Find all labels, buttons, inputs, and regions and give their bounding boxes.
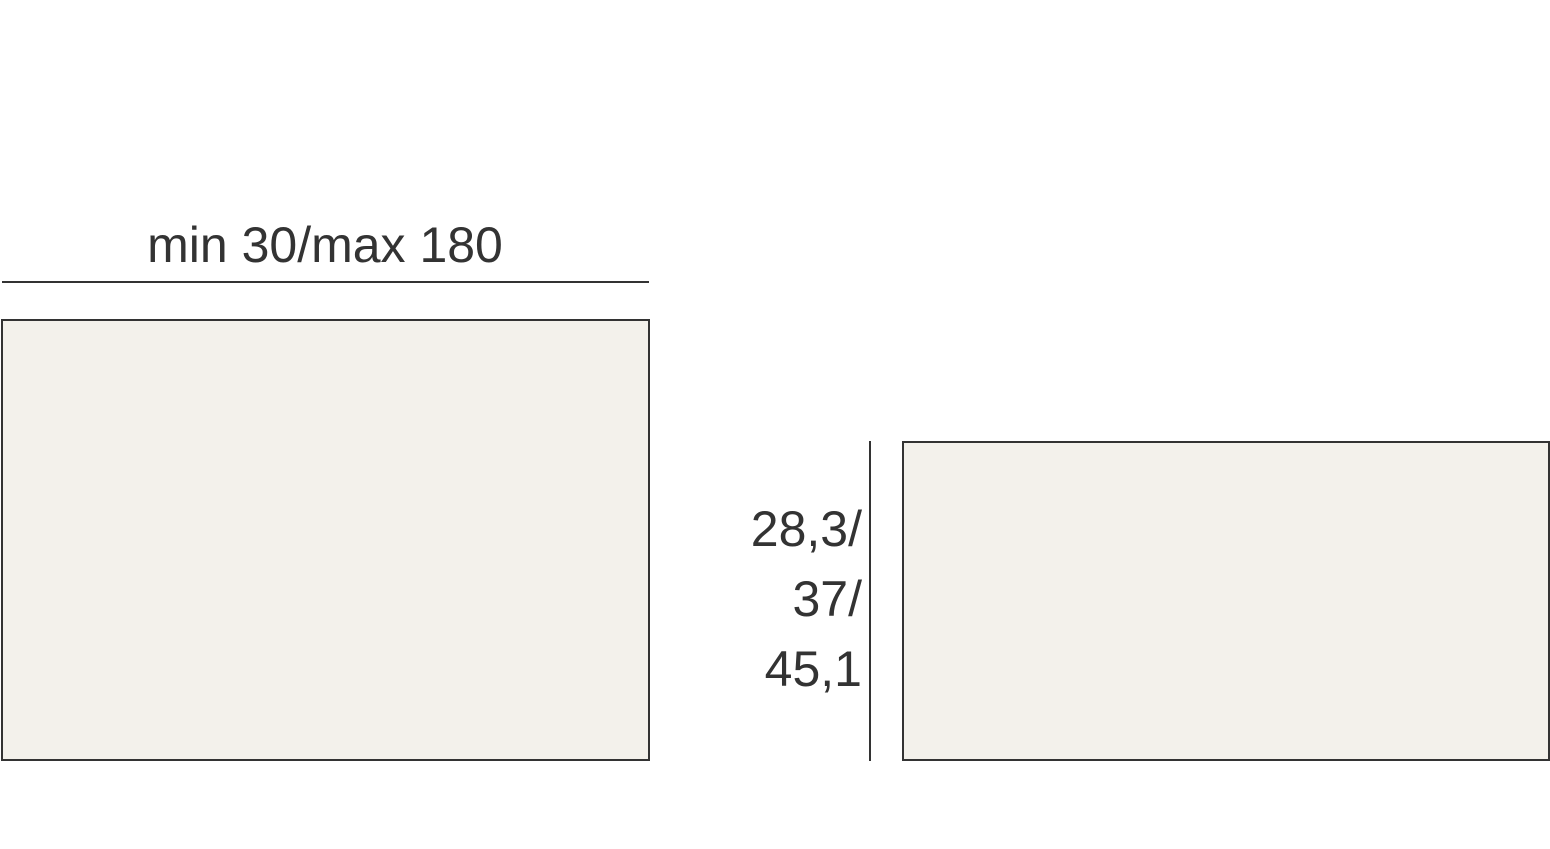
height-line-2: 37/ bbox=[792, 571, 862, 627]
front-view-rectangle bbox=[1, 319, 650, 761]
side-view-rectangle bbox=[902, 441, 1550, 761]
width-dimension-label: min 30/max 180 bbox=[147, 217, 503, 273]
height-line-3: 45,1 bbox=[764, 641, 862, 697]
height-dimension-label: 28,3/ 37/ 45,1 bbox=[660, 494, 862, 704]
height-dimension-line bbox=[869, 441, 871, 761]
width-dimension-line bbox=[2, 281, 649, 283]
height-line-1: 28,3/ bbox=[750, 501, 862, 557]
